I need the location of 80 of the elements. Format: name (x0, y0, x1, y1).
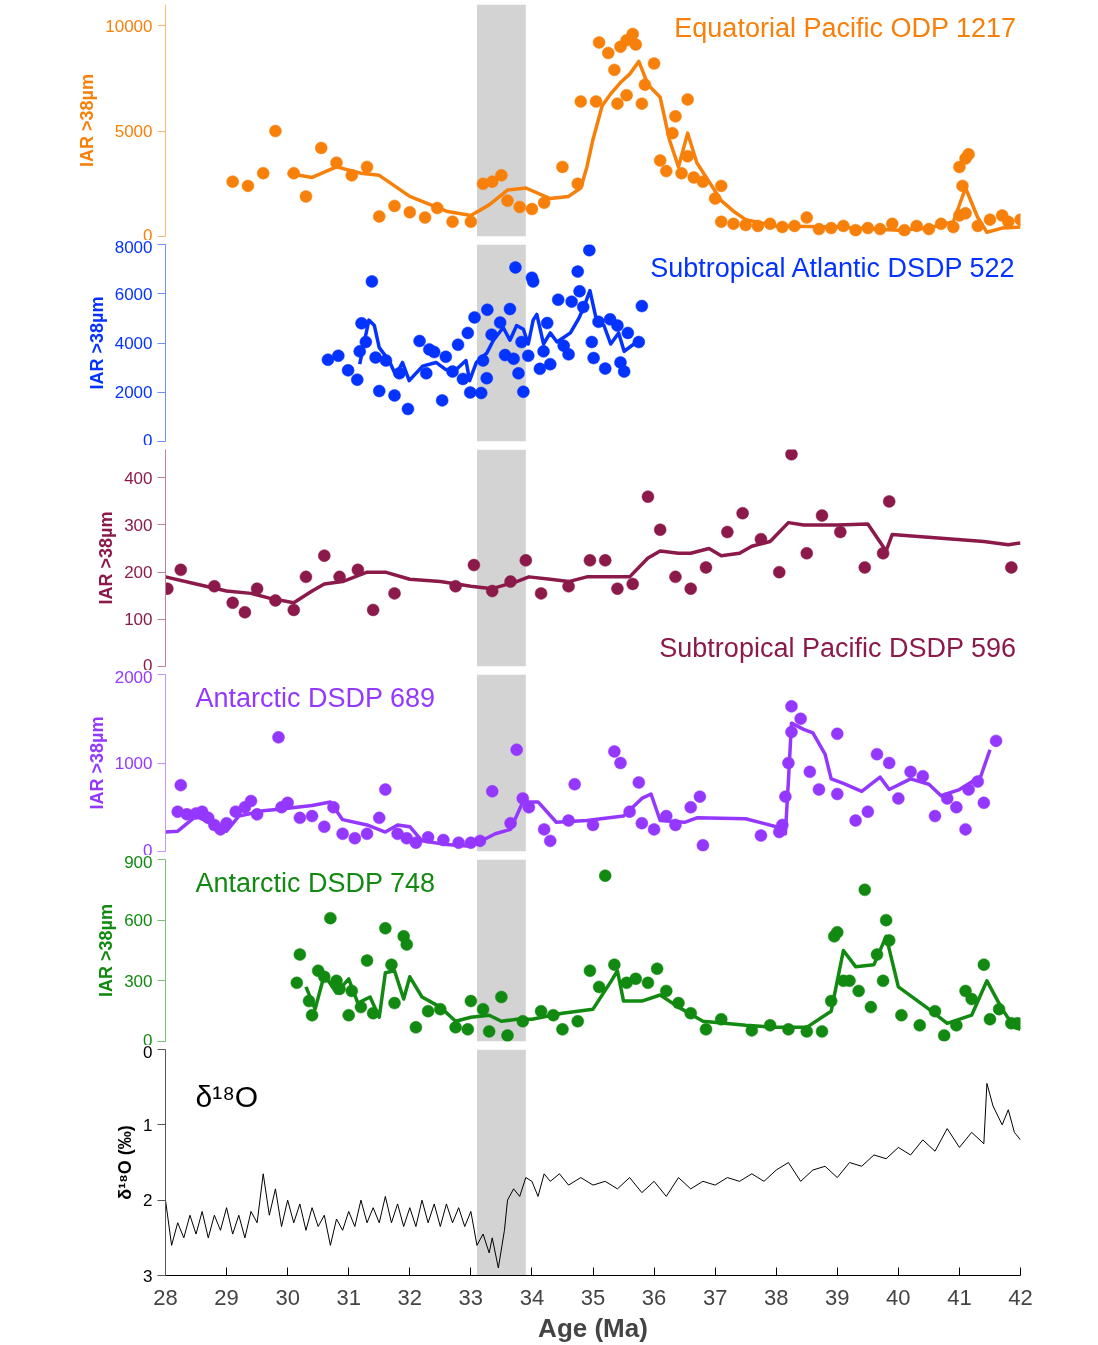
y-tick-label: 200 (124, 563, 153, 583)
point (699, 561, 713, 574)
point (773, 565, 786, 579)
point (858, 561, 872, 574)
x-tick-label: 41 (947, 1284, 972, 1310)
x-tick-label: 42 (1008, 1284, 1033, 1310)
x-tick-label: 33 (458, 1284, 484, 1310)
y-tick-label: 400 (124, 468, 153, 488)
x-tick-label: 28 (153, 1284, 178, 1310)
point (834, 525, 847, 539)
y-tick-label: 0 (143, 430, 153, 450)
point (882, 495, 896, 508)
y-tick-label: 4000 (114, 334, 153, 353)
point (598, 554, 612, 567)
y-axis-title: IAR >38µm (86, 296, 107, 390)
y-tick-label: 100 (124, 610, 153, 630)
y-tick-label: 300 (124, 971, 153, 991)
series-label: Antarctic DSDP 689 (195, 682, 436, 713)
point (250, 582, 264, 595)
y-axis-title: IAR >38µm (86, 716, 107, 810)
y-tick-label: 5000 (114, 122, 153, 142)
series-label: Antarctic DSDP 748 (195, 867, 436, 898)
point (684, 582, 697, 595)
point (815, 509, 829, 522)
line-series (165, 1082, 1021, 1269)
x-tick-label: 31 (336, 1284, 361, 1310)
point (174, 563, 188, 577)
point (467, 558, 481, 572)
line-series (285, 59, 1021, 235)
point (736, 506, 749, 520)
point (583, 554, 597, 567)
x-tick-label: 38 (763, 1284, 789, 1310)
point (785, 449, 798, 461)
x-tick-label: 29 (214, 1284, 239, 1310)
y-tick-label: 3 (143, 1266, 153, 1286)
point (800, 547, 813, 560)
point (238, 606, 252, 619)
x-tick-label: 40 (886, 1284, 911, 1310)
point (318, 549, 331, 562)
y-axis-title: IAR >38µm (96, 511, 117, 605)
point (366, 603, 380, 617)
series-label: Subtropical Atlantic DSDP 522 (650, 252, 1015, 283)
y-tick-label: 300 (124, 515, 153, 535)
point (641, 490, 655, 503)
point (226, 596, 239, 610)
x-axis-title: Age (Ma) (538, 1312, 648, 1343)
y-axis-title: δ¹⁸O (‰) (115, 1125, 136, 1200)
point (626, 577, 639, 591)
point (351, 563, 365, 577)
x-tick-label: 32 (397, 1284, 423, 1310)
y-tick-label: 1000 (114, 754, 153, 773)
y-axis-title: IAR >38µm (77, 74, 98, 167)
x-tick-label: 36 (641, 1284, 667, 1310)
point (519, 554, 533, 567)
point (611, 582, 624, 595)
point (876, 547, 890, 560)
x-tick-label: 37 (702, 1284, 728, 1310)
x-tick-label: 34 (519, 1284, 545, 1310)
point (388, 587, 401, 600)
y-tick-label: 1 (143, 1115, 153, 1135)
point (669, 570, 682, 584)
point (1005, 561, 1018, 574)
point (562, 580, 575, 593)
x-tick-label: 39 (825, 1284, 850, 1310)
point (653, 523, 667, 536)
point (287, 603, 300, 617)
y-tick-label: 10000 (105, 16, 153, 36)
y-tick-label: 2 (143, 1191, 153, 1211)
text: δ¹⁸O (195, 1079, 259, 1113)
point (721, 525, 734, 539)
y-tick-label: 2000 (114, 383, 153, 403)
x-tick-label: 35 (580, 1284, 606, 1310)
series-label: Equatorial Pacific ODP 1217 (674, 12, 1017, 43)
x-tick-label: 30 (275, 1284, 300, 1310)
y-axis-title: IAR >38µm (96, 904, 117, 997)
y-tick-label: 600 (124, 911, 153, 931)
y-tick-label: 6000 (114, 284, 153, 304)
series-label: Subtropical Pacific DSDP 596 (659, 632, 1017, 663)
point (534, 587, 548, 600)
point (299, 570, 313, 584)
